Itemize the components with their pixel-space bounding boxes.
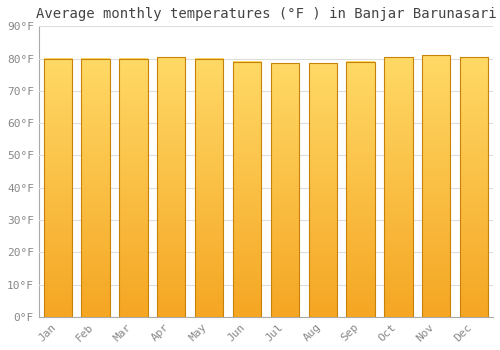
Title: Average monthly temperatures (°F ) in Banjar Barunasari: Average monthly temperatures (°F ) in Ba… (36, 7, 496, 21)
Bar (422, 55, 450, 317)
Bar (157, 57, 186, 317)
Bar (44, 58, 72, 317)
Bar (270, 63, 299, 317)
Bar (346, 62, 375, 317)
Bar (308, 63, 337, 317)
Bar (157, 57, 186, 317)
Bar (82, 58, 110, 317)
Bar (233, 62, 261, 317)
Bar (195, 58, 224, 317)
Bar (119, 58, 148, 317)
Bar (384, 57, 412, 317)
Bar (346, 62, 375, 317)
Bar (233, 62, 261, 317)
Bar (308, 63, 337, 317)
Bar (384, 57, 412, 317)
Bar (422, 55, 450, 317)
Bar (44, 58, 72, 317)
Bar (119, 58, 148, 317)
Bar (460, 57, 488, 317)
Bar (460, 57, 488, 317)
Bar (270, 63, 299, 317)
Bar (195, 58, 224, 317)
Bar (82, 58, 110, 317)
